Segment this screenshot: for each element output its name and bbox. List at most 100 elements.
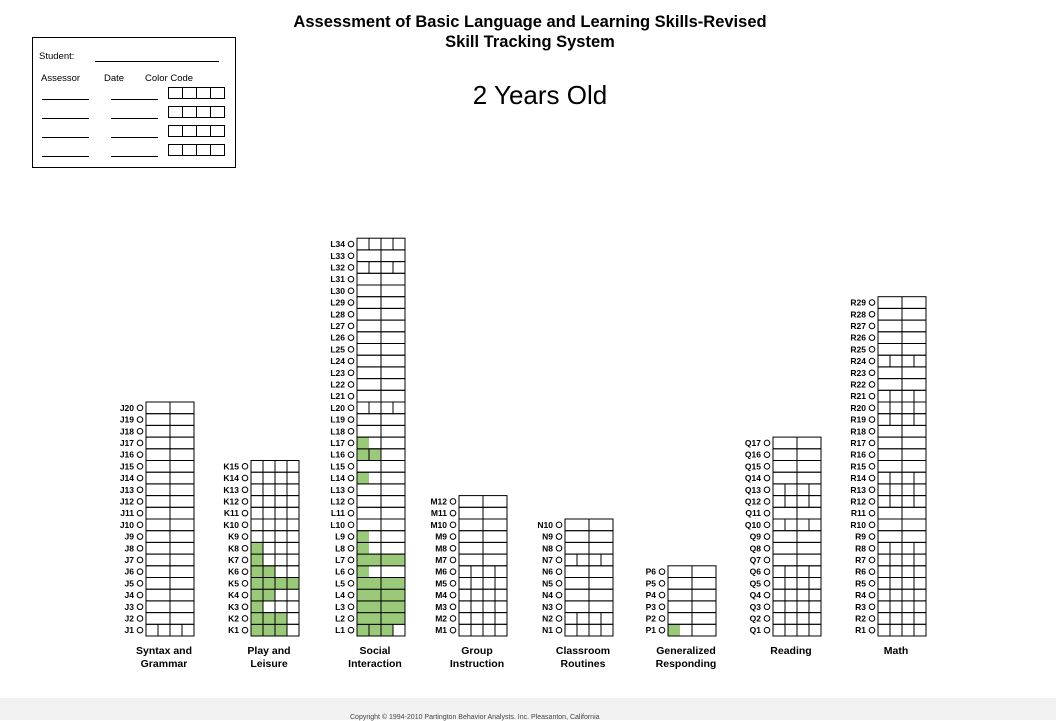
skill-checkbox-L27[interactable] (347, 322, 355, 330)
skill-checkbox-Q13[interactable] (763, 486, 771, 494)
skill-checkbox-M7[interactable] (449, 556, 457, 564)
skill-checkbox-J11[interactable] (136, 509, 144, 517)
skill-checkbox-M3[interactable] (449, 603, 457, 611)
skill-checkbox-J15[interactable] (136, 463, 144, 470)
skill-checkbox-M6[interactable] (449, 568, 457, 575)
skill-checkbox-K10[interactable] (241, 521, 249, 529)
skill-checkbox-M1[interactable] (449, 626, 457, 634)
skill-checkbox-R14[interactable] (868, 474, 876, 482)
skill-checkbox-R18[interactable] (868, 427, 876, 435)
skill-checkbox-R5[interactable] (868, 580, 876, 587)
skill-checkbox-R11[interactable] (868, 509, 876, 517)
skill-checkbox-L32[interactable] (347, 264, 355, 271)
skill-checkbox-P6[interactable] (658, 568, 666, 575)
skill-checkbox-L10[interactable] (347, 521, 355, 529)
skill-checkbox-J17[interactable] (136, 439, 144, 447)
skill-checkbox-K2[interactable] (241, 615, 249, 622)
skill-checkbox-L20[interactable] (347, 404, 355, 412)
skill-checkbox-L6[interactable] (347, 568, 355, 575)
skill-checkbox-K1[interactable] (241, 626, 249, 634)
skill-checkbox-J4[interactable] (136, 591, 144, 599)
skill-checkbox-L11[interactable] (347, 509, 355, 517)
skill-checkbox-J10[interactable] (136, 521, 144, 529)
skill-checkbox-J1[interactable] (136, 626, 144, 634)
skill-checkbox-M12[interactable] (449, 498, 457, 505)
skill-checkbox-Q12[interactable] (763, 498, 771, 505)
skill-checkbox-L5[interactable] (347, 580, 355, 587)
skill-checkbox-L15[interactable] (347, 463, 355, 470)
skill-checkbox-Q15[interactable] (763, 463, 771, 470)
skill-checkbox-K12[interactable] (241, 498, 249, 505)
color-code-boxes-2[interactable] (168, 106, 225, 118)
skill-checkbox-R4[interactable] (868, 591, 876, 599)
skill-checkbox-K15[interactable] (241, 463, 249, 470)
skill-checkbox-M9[interactable] (449, 533, 457, 540)
skill-checkbox-L8[interactable] (347, 544, 355, 552)
skill-checkbox-R1[interactable] (868, 626, 876, 634)
skill-checkbox-J2[interactable] (136, 615, 144, 622)
skill-checkbox-R10[interactable] (868, 521, 876, 529)
skill-checkbox-Q1[interactable] (763, 626, 771, 634)
skill-checkbox-R23[interactable] (868, 369, 876, 377)
skill-checkbox-K7[interactable] (241, 556, 249, 564)
assessor-line-4[interactable] (42, 156, 89, 157)
skill-checkbox-Q16[interactable] (763, 451, 771, 458)
date-line-2[interactable] (111, 118, 158, 119)
skill-checkbox-L30[interactable] (347, 287, 355, 295)
skill-checkbox-R7[interactable] (868, 556, 876, 564)
skill-checkbox-L3[interactable] (347, 603, 355, 611)
skill-checkbox-K9[interactable] (241, 533, 249, 540)
skill-checkbox-R19[interactable] (868, 416, 876, 423)
skill-checkbox-L33[interactable] (347, 252, 355, 260)
skill-checkbox-L1[interactable] (347, 626, 355, 634)
assessor-line-1[interactable] (42, 99, 89, 100)
skill-checkbox-L16[interactable] (347, 451, 355, 458)
skill-checkbox-R8[interactable] (868, 544, 876, 552)
skill-checkbox-L9[interactable] (347, 533, 355, 540)
skill-checkbox-R28[interactable] (868, 310, 876, 318)
skill-checkbox-L24[interactable] (347, 357, 355, 365)
skill-checkbox-M8[interactable] (449, 544, 457, 552)
skill-checkbox-L34[interactable] (347, 240, 355, 248)
skill-checkbox-Q17[interactable] (763, 439, 771, 447)
skill-checkbox-R25[interactable] (868, 346, 876, 353)
skill-checkbox-M10[interactable] (449, 521, 457, 529)
skill-checkbox-L14[interactable] (347, 474, 355, 482)
skill-checkbox-L7[interactable] (347, 556, 355, 564)
skill-checkbox-L12[interactable] (347, 498, 355, 505)
skill-checkbox-N3[interactable] (555, 603, 563, 611)
skill-checkbox-L2[interactable] (347, 615, 355, 622)
skill-checkbox-N5[interactable] (555, 580, 563, 587)
skill-checkbox-Q10[interactable] (763, 521, 771, 529)
skill-checkbox-R24[interactable] (868, 357, 876, 365)
skill-checkbox-J6[interactable] (136, 568, 144, 575)
skill-checkbox-Q8[interactable] (763, 544, 771, 552)
skill-checkbox-J5[interactable] (136, 580, 144, 587)
skill-checkbox-Q4[interactable] (763, 591, 771, 599)
skill-checkbox-N1[interactable] (555, 626, 563, 634)
skill-checkbox-J18[interactable] (136, 427, 144, 435)
skill-checkbox-L19[interactable] (347, 416, 355, 423)
date-line-1[interactable] (111, 99, 158, 100)
skill-checkbox-Q14[interactable] (763, 474, 771, 482)
skill-checkbox-R22[interactable] (868, 381, 876, 388)
skill-checkbox-K8[interactable] (241, 544, 249, 552)
skill-checkbox-Q3[interactable] (763, 603, 771, 611)
skill-checkbox-L21[interactable] (347, 392, 355, 400)
skill-checkbox-L25[interactable] (347, 346, 355, 353)
skill-checkbox-J20[interactable] (136, 404, 144, 412)
skill-checkbox-R20[interactable] (868, 404, 876, 412)
skill-checkbox-Q6[interactable] (763, 568, 771, 575)
skill-checkbox-J3[interactable] (136, 603, 144, 611)
skill-checkbox-K4[interactable] (241, 591, 249, 599)
skill-checkbox-Q5[interactable] (763, 580, 771, 587)
skill-checkbox-R3[interactable] (868, 603, 876, 611)
skill-checkbox-L13[interactable] (347, 486, 355, 494)
skill-checkbox-P2[interactable] (658, 615, 666, 622)
skill-checkbox-R21[interactable] (868, 392, 876, 400)
skill-checkbox-J7[interactable] (136, 556, 144, 564)
skill-checkbox-P4[interactable] (658, 591, 666, 599)
assessor-line-2[interactable] (42, 118, 89, 119)
color-code-boxes-4[interactable] (168, 144, 225, 156)
assessor-line-3[interactable] (42, 137, 89, 138)
